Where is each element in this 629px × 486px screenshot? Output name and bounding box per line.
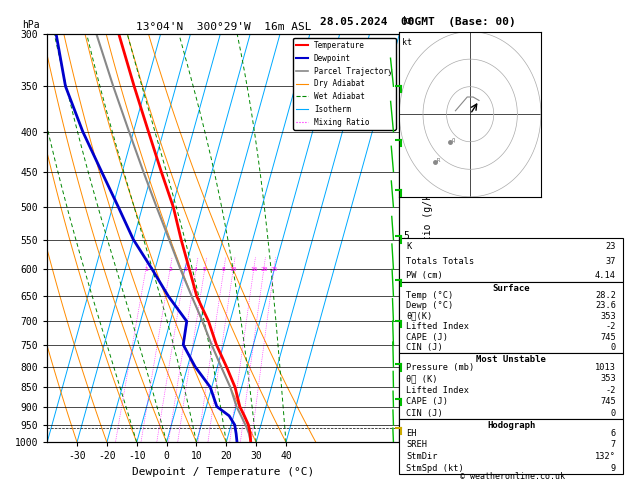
Title: 13°04'N  300°29'W  16m ASL: 13°04'N 300°29'W 16m ASL xyxy=(135,22,311,32)
Text: θᴇ(K): θᴇ(K) xyxy=(406,312,432,321)
Text: StmSpd (kt): StmSpd (kt) xyxy=(406,464,464,472)
Text: ASL: ASL xyxy=(403,42,421,52)
Text: CAPE (J): CAPE (J) xyxy=(406,333,448,342)
Text: 20: 20 xyxy=(260,266,267,272)
Text: R: R xyxy=(437,158,440,163)
Text: © weatheronline.co.uk: © weatheronline.co.uk xyxy=(460,472,565,481)
Text: 16: 16 xyxy=(250,266,257,272)
Text: 4.14: 4.14 xyxy=(595,271,616,280)
Text: Hodograph: Hodograph xyxy=(487,421,535,430)
Text: 37: 37 xyxy=(606,257,616,266)
Text: 2: 2 xyxy=(403,360,409,369)
Text: CIN (J): CIN (J) xyxy=(406,343,443,352)
Text: 10: 10 xyxy=(230,266,237,272)
Text: SREH: SREH xyxy=(406,440,427,449)
Text: Dewp (°C): Dewp (°C) xyxy=(406,301,454,310)
Legend: Temperature, Dewpoint, Parcel Trajectory, Dry Adiabat, Wet Adiabat, Isotherm, Mi: Temperature, Dewpoint, Parcel Trajectory… xyxy=(293,38,396,130)
Text: Lifted Index: Lifted Index xyxy=(406,322,469,331)
Text: Temp (°C): Temp (°C) xyxy=(406,291,454,300)
Text: CAPE (J): CAPE (J) xyxy=(406,397,448,406)
Text: 6: 6 xyxy=(611,429,616,437)
Text: 3: 3 xyxy=(403,316,409,326)
Bar xyxy=(399,419,623,474)
Text: EH: EH xyxy=(406,429,416,437)
Text: 28.2: 28.2 xyxy=(595,291,616,300)
Text: 9: 9 xyxy=(611,464,616,472)
Text: 2: 2 xyxy=(168,266,172,272)
Text: 28.05.2024  00GMT  (Base: 00): 28.05.2024 00GMT (Base: 00) xyxy=(320,17,516,27)
Text: 132°: 132° xyxy=(595,452,616,461)
X-axis label: Dewpoint / Temperature (°C): Dewpoint / Temperature (°C) xyxy=(132,467,314,477)
Text: Totals Totals: Totals Totals xyxy=(406,257,474,266)
Text: 5: 5 xyxy=(203,266,207,272)
Text: Mixing Ratio (g/kg): Mixing Ratio (g/kg) xyxy=(423,182,433,294)
Bar xyxy=(399,353,623,419)
Text: Q: Q xyxy=(452,138,455,143)
Text: StmDir: StmDir xyxy=(406,452,438,461)
Text: 1: 1 xyxy=(144,266,148,272)
Text: km: km xyxy=(403,16,415,26)
Text: 0: 0 xyxy=(611,409,616,417)
Text: 25: 25 xyxy=(270,266,278,272)
Text: Surface: Surface xyxy=(493,284,530,293)
Text: -2: -2 xyxy=(606,322,616,331)
Text: 3: 3 xyxy=(183,266,187,272)
Text: θᴇ (K): θᴇ (K) xyxy=(406,374,438,383)
Text: 1: 1 xyxy=(403,394,409,404)
Text: 23.6: 23.6 xyxy=(595,301,616,310)
Text: LCL: LCL xyxy=(403,423,421,433)
Text: kt: kt xyxy=(403,38,413,48)
Text: CIN (J): CIN (J) xyxy=(406,409,443,417)
Text: 23: 23 xyxy=(606,243,616,251)
Text: 745: 745 xyxy=(600,333,616,342)
Text: 8: 8 xyxy=(403,81,409,91)
Text: 1013: 1013 xyxy=(595,363,616,371)
Text: 6: 6 xyxy=(403,185,409,195)
Text: 4: 4 xyxy=(194,266,198,272)
Text: K: K xyxy=(406,243,411,251)
Text: 7: 7 xyxy=(403,135,409,145)
Text: 353: 353 xyxy=(600,312,616,321)
Text: 353: 353 xyxy=(600,374,616,383)
Text: 5: 5 xyxy=(403,231,409,242)
Text: hPa: hPa xyxy=(23,20,40,30)
Text: 8: 8 xyxy=(222,266,226,272)
Text: 7: 7 xyxy=(611,440,616,449)
Bar xyxy=(399,282,623,353)
Text: Lifted Index: Lifted Index xyxy=(406,385,469,395)
Text: -2: -2 xyxy=(606,385,616,395)
Bar xyxy=(399,238,623,282)
Text: 4: 4 xyxy=(403,275,409,285)
Text: Pressure (mb): Pressure (mb) xyxy=(406,363,474,371)
Text: 0: 0 xyxy=(611,343,616,352)
Text: Most Unstable: Most Unstable xyxy=(476,355,546,364)
Text: 745: 745 xyxy=(600,397,616,406)
Text: PW (cm): PW (cm) xyxy=(406,271,443,280)
